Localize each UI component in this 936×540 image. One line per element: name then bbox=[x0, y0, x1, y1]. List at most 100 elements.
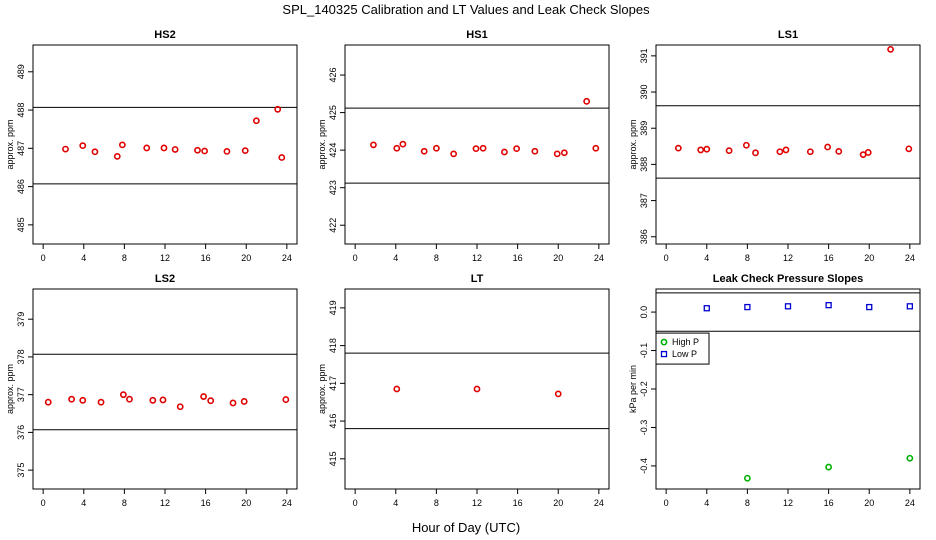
x-tick-label: 24 bbox=[594, 253, 604, 263]
chart-panel-2: HS1 0 4 8 12 16 20 24 422 423 424 425 426 approx. ppm bbox=[317, 29, 610, 263]
x-tick-label: 16 bbox=[824, 253, 834, 263]
data-point bbox=[583, 97, 591, 105]
y-tick-label: 419 bbox=[328, 300, 338, 315]
x-tick-label: 24 bbox=[905, 253, 915, 263]
x-tick-label: 4 bbox=[81, 253, 86, 263]
x-tick-label: 20 bbox=[864, 253, 874, 263]
y-tick-label: 386 bbox=[639, 229, 649, 244]
data-point bbox=[531, 147, 539, 155]
chart-panel-6: Leak Check Pressure Slopes 0 4 8 12 16 20 24 0.0… bbox=[628, 273, 921, 508]
figure-title: SPL_140325 Calibration and LT Values and… bbox=[282, 2, 650, 17]
y-tick-label: 377 bbox=[16, 387, 26, 402]
y-tick-label: 485 bbox=[16, 217, 26, 232]
x-tick-label: 24 bbox=[905, 498, 915, 508]
x-tick-label: 0 bbox=[664, 498, 669, 508]
panel-title: LT bbox=[471, 273, 484, 285]
x-tick-label: 0 bbox=[41, 253, 46, 263]
y-tick-label: 416 bbox=[328, 414, 338, 429]
data-point bbox=[370, 141, 377, 149]
y-tick-label: 378 bbox=[16, 349, 26, 364]
x-tick-label: 16 bbox=[513, 253, 523, 263]
data-point bbox=[113, 152, 121, 160]
data-point bbox=[864, 149, 872, 156]
legend-label: Low P bbox=[672, 349, 697, 359]
data-point bbox=[229, 399, 237, 407]
data-point bbox=[282, 396, 290, 403]
data-point bbox=[274, 105, 282, 113]
y-axis-label: approx. ppm bbox=[628, 119, 638, 169]
data-point bbox=[393, 144, 401, 152]
x-tick-label: 16 bbox=[824, 498, 834, 508]
data-point bbox=[887, 45, 894, 53]
panel-title: Leak Check Pressure Slopes bbox=[713, 273, 863, 285]
data-point bbox=[91, 148, 99, 156]
data-point bbox=[62, 145, 69, 153]
data-point bbox=[79, 396, 87, 404]
data-point bbox=[118, 141, 126, 149]
data-point bbox=[223, 147, 231, 155]
data-point bbox=[44, 398, 52, 406]
data-point bbox=[782, 146, 790, 154]
data-point bbox=[906, 454, 914, 462]
y-tick-label: 425 bbox=[328, 105, 338, 120]
panel-title: LS1 bbox=[778, 29, 798, 41]
x-tick-label: 16 bbox=[201, 498, 211, 508]
y-tick-label: -0.3 bbox=[639, 420, 649, 436]
legend-box bbox=[655, 332, 710, 365]
y-axis-label: approx. ppm bbox=[317, 364, 327, 414]
data-point bbox=[825, 302, 832, 309]
panel-title: LS2 bbox=[155, 273, 175, 285]
x-tick-label: 8 bbox=[122, 498, 127, 508]
x-tick-label: 0 bbox=[41, 498, 46, 508]
x-tick-label: 20 bbox=[864, 498, 874, 508]
data-point bbox=[393, 385, 401, 393]
legend-marker bbox=[660, 350, 668, 358]
data-point bbox=[742, 141, 750, 149]
plot-frame bbox=[344, 288, 610, 490]
data-point bbox=[240, 398, 248, 405]
y-tick-label: 387 bbox=[639, 193, 649, 208]
data-point bbox=[752, 149, 759, 157]
x-tick-label: 4 bbox=[81, 498, 86, 508]
chart-panel-3: LS1 0 4 8 12 16 20 24 386 387 388 389 390 391 approx. … bbox=[628, 29, 921, 263]
x-tick-label: 12 bbox=[160, 253, 170, 263]
x-tick-label: 4 bbox=[704, 253, 709, 263]
data-point bbox=[501, 148, 508, 156]
data-point bbox=[554, 390, 562, 398]
panel-title: HS1 bbox=[466, 29, 487, 41]
data-point bbox=[399, 140, 407, 148]
y-tick-label: 487 bbox=[16, 141, 26, 156]
legend-marker bbox=[660, 338, 668, 346]
data-point bbox=[479, 144, 487, 152]
data-point bbox=[905, 145, 913, 153]
y-tick-label: 0.0 bbox=[639, 306, 649, 319]
x-tick-label: 12 bbox=[783, 253, 793, 263]
y-tick-label: 489 bbox=[16, 64, 26, 79]
x-tick-label: 8 bbox=[434, 253, 439, 263]
y-tick-label: 418 bbox=[328, 338, 338, 353]
plot-frame bbox=[655, 44, 921, 245]
data-point bbox=[241, 147, 249, 155]
y-tick-label: 389 bbox=[639, 121, 649, 136]
y-tick-label: 376 bbox=[16, 425, 26, 440]
chart-panel-1: HS2 0 4 8 12 16 20 24 485 486 487 488 489 approx. ppm bbox=[5, 29, 298, 263]
data-point bbox=[159, 396, 167, 404]
x-tick-label: 8 bbox=[434, 498, 439, 508]
chart-panel-5: LT 0 4 8 12 16 20 24 415 416 417 418 419 approx. ppm bbox=[317, 273, 610, 508]
legend-label: High P bbox=[672, 337, 699, 347]
y-tick-label: 417 bbox=[328, 376, 338, 391]
data-point bbox=[806, 148, 814, 156]
x-tick-label: 24 bbox=[282, 498, 292, 508]
data-point bbox=[119, 391, 127, 399]
data-point bbox=[560, 149, 568, 157]
x-tick-label: 8 bbox=[122, 253, 127, 263]
x-tick-label: 20 bbox=[553, 498, 563, 508]
data-point bbox=[743, 474, 751, 482]
y-tick-label: 379 bbox=[16, 312, 26, 327]
y-tick-label: 375 bbox=[16, 463, 26, 478]
data-point bbox=[866, 303, 873, 311]
data-point bbox=[703, 145, 711, 153]
x-tick-label: 8 bbox=[745, 253, 750, 263]
y-axis-label: approx. ppm bbox=[5, 364, 15, 414]
data-point bbox=[450, 150, 458, 158]
